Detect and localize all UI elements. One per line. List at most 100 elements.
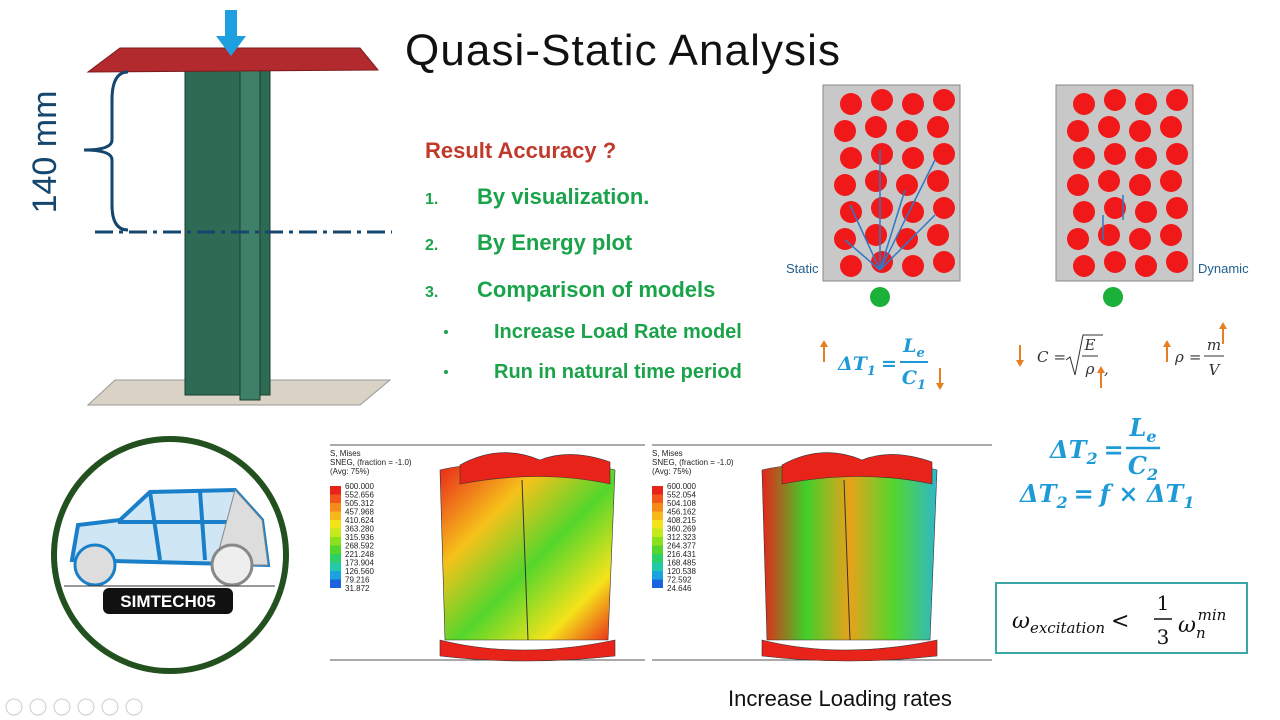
particle [1073, 255, 1095, 277]
legend-swatch [330, 486, 341, 495]
legend-swatch [652, 528, 663, 537]
question: Result Accuracy ? [425, 138, 616, 163]
particle [902, 93, 924, 115]
item-list: 1. By visualization. 2. By Energy plot 3. Com… [425, 184, 742, 383]
particle [896, 120, 918, 142]
particle [1166, 89, 1188, 111]
arrow-head [820, 340, 828, 347]
item-number: 3. [425, 284, 438, 301]
particle [1067, 174, 1089, 196]
legend-swatch [652, 494, 663, 503]
formula-wave-speed: C = E ρ , [1037, 334, 1109, 378]
legend-swatch [330, 511, 341, 520]
crumple [761, 639, 938, 662]
wave-arrow [879, 189, 906, 271]
svg-text:Le: Le [1128, 413, 1156, 446]
legend-value: 312.323 [667, 533, 696, 542]
particle [840, 201, 862, 223]
legend-value: 505.312 [345, 499, 374, 508]
op: = [1189, 348, 1202, 366]
particle [927, 224, 949, 246]
crumple [439, 639, 616, 662]
particle [1104, 89, 1126, 111]
item-text: By visualization. [477, 184, 649, 209]
legend-swatch [330, 537, 341, 546]
legend-swatch [652, 571, 663, 580]
sub: 2 [1146, 465, 1158, 484]
toolbar-icons [5, 698, 143, 716]
legend-swatch [330, 545, 341, 554]
bullet [444, 370, 448, 374]
sub: 1 [917, 378, 926, 393]
particle [1073, 201, 1095, 223]
particle [1098, 170, 1120, 192]
particle-diagrams [822, 84, 1194, 307]
wave-arrow [879, 159, 936, 271]
particle [1166, 197, 1188, 219]
particle [840, 93, 862, 115]
legend-value: 126.560 [345, 567, 374, 576]
sub: excitation [1030, 619, 1105, 637]
legend-value: 360.269 [667, 525, 696, 534]
arrow-head [1219, 322, 1227, 329]
op: = [1104, 435, 1124, 464]
formula-dt2-relation: ΔT2 = f × ΔT1 [1019, 479, 1195, 512]
arrow-head [1016, 360, 1024, 367]
legend-value: 31.872 [345, 584, 370, 593]
particle [1098, 116, 1120, 138]
legend-swatch [652, 579, 663, 588]
top-plate [86, 47, 380, 73]
wave-arrow [844, 239, 881, 271]
sub-item: Increase Load Rate model [494, 321, 742, 343]
legend-swatch [330, 503, 341, 512]
sub: e [1146, 427, 1156, 446]
dynamic-label: Dynamic [1198, 261, 1249, 276]
fold-line [521, 479, 529, 641]
lhs: C [1037, 348, 1049, 366]
crumple [459, 452, 611, 485]
num: E [1084, 336, 1096, 354]
legend-value: 457.968 [345, 508, 374, 517]
load-arrow [216, 10, 246, 56]
legend-value: 315.936 [345, 533, 374, 542]
legend-swatch [330, 579, 341, 588]
legend-swatch [652, 503, 663, 512]
legend-header: S, Mises [652, 449, 683, 458]
legend-value: 79.216 [345, 576, 370, 585]
legend-swatch [652, 511, 663, 520]
particle [1129, 228, 1151, 250]
sub: n [1196, 624, 1206, 642]
logo-car [64, 487, 275, 587]
rhs: f × ΔT [1098, 479, 1186, 508]
item-number: 1. [425, 191, 438, 208]
svg-text:ΔT1=: ΔT1 = [837, 353, 897, 379]
particle [1104, 197, 1126, 219]
legend-value: 120.538 [667, 567, 696, 576]
legend-value: 72.592 [667, 576, 692, 585]
particle [871, 89, 893, 111]
particle [933, 197, 955, 219]
particle [1104, 251, 1126, 273]
legend-swatch [652, 520, 663, 529]
particle [1073, 147, 1095, 169]
legend-swatch [330, 528, 341, 537]
legend-swatch [652, 545, 663, 554]
crumple [781, 452, 933, 485]
tail: , [1104, 360, 1109, 378]
sup: min [1198, 606, 1227, 624]
particle [896, 228, 918, 250]
num: L [902, 335, 916, 357]
bullet [444, 330, 448, 334]
column-flange [239, 69, 261, 401]
legend-value: 221.248 [345, 550, 374, 559]
static-label: Static [786, 261, 819, 276]
lhs: ΔT [1019, 479, 1059, 508]
particle [902, 201, 924, 223]
item-text: By Energy plot [477, 230, 633, 255]
legend-value: 363.280 [345, 525, 374, 534]
impact-ball [1103, 287, 1123, 307]
particle [1135, 93, 1157, 115]
item-text: Comparison of models [477, 277, 715, 302]
sub: 1 [1183, 493, 1194, 512]
